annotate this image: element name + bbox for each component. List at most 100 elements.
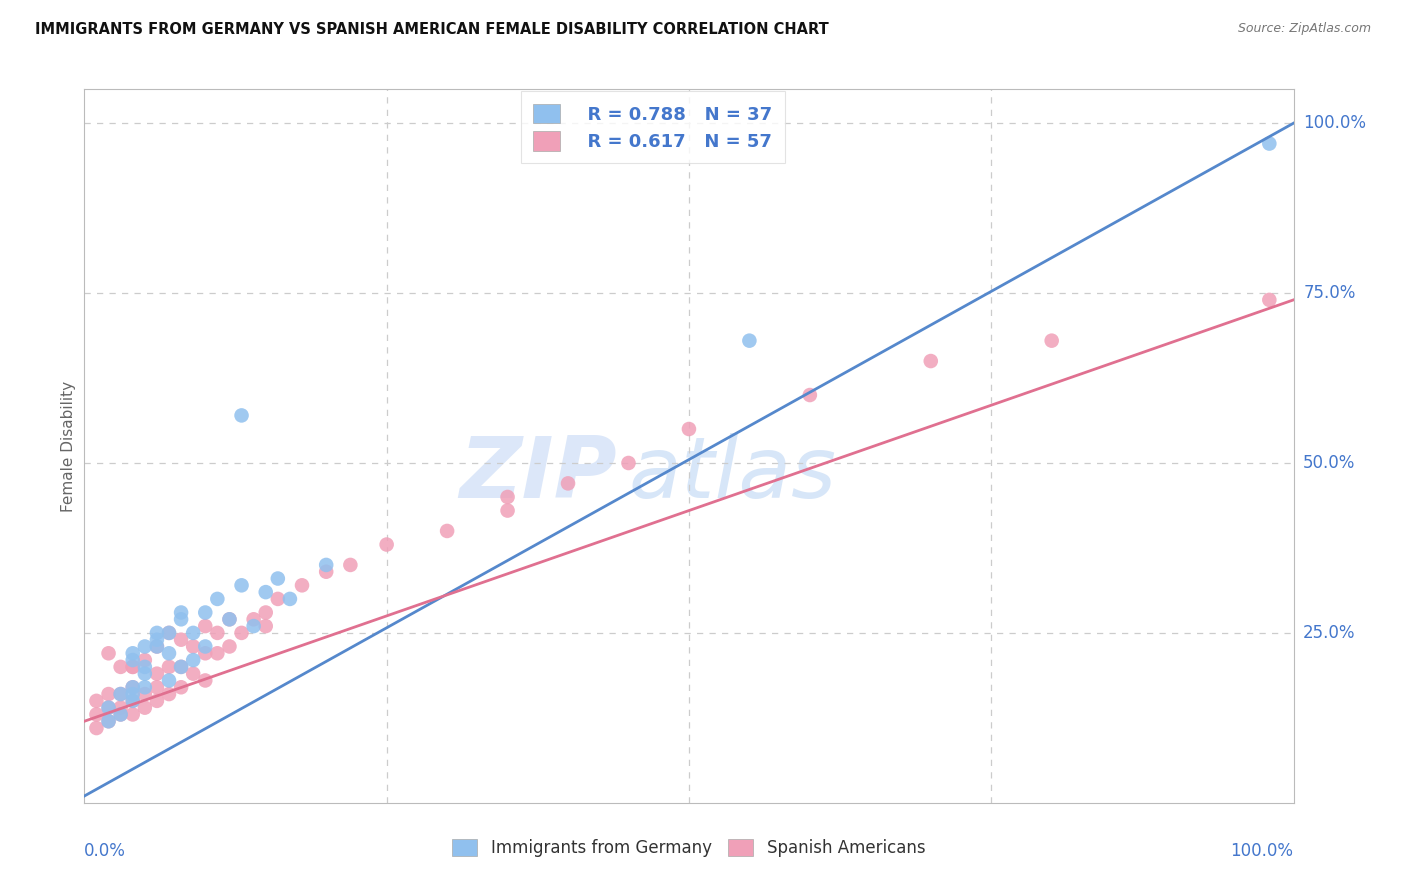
Point — [121, 694, 143, 708]
Text: IMMIGRANTS FROM GERMANY VS SPANISH AMERICAN FEMALE DISABILITY CORRELATION CHART: IMMIGRANTS FROM GERMANY VS SPANISH AMERI… — [35, 22, 830, 37]
Point — [146, 632, 169, 647]
Point — [194, 640, 217, 654]
Point — [218, 612, 240, 626]
Point — [146, 640, 169, 654]
Point — [496, 503, 519, 517]
Point — [121, 660, 143, 674]
Point — [157, 660, 180, 674]
Point — [242, 619, 264, 633]
Text: 100.0%: 100.0% — [1303, 114, 1367, 132]
Point — [617, 456, 640, 470]
Point — [157, 646, 180, 660]
Point — [146, 640, 169, 654]
Point — [110, 660, 132, 674]
Point — [436, 524, 458, 538]
Point — [207, 626, 229, 640]
Point — [170, 612, 193, 626]
Point — [97, 700, 120, 714]
Point — [267, 591, 290, 606]
Point — [157, 626, 180, 640]
Point — [146, 626, 169, 640]
Point — [181, 626, 204, 640]
Point — [97, 714, 120, 729]
Text: 25.0%: 25.0% — [1303, 624, 1355, 642]
Point — [315, 565, 337, 579]
Point — [254, 585, 277, 599]
Text: ZIP: ZIP — [458, 433, 616, 516]
Point — [97, 646, 120, 660]
Point — [134, 653, 156, 667]
Point — [134, 640, 156, 654]
Point — [315, 558, 337, 572]
Point — [496, 490, 519, 504]
Point — [231, 409, 253, 423]
Point — [170, 660, 193, 674]
Point — [97, 714, 120, 729]
Point — [231, 578, 253, 592]
Point — [194, 673, 217, 688]
Point — [110, 687, 132, 701]
Point — [181, 666, 204, 681]
Point — [1258, 293, 1281, 307]
Point — [121, 680, 143, 694]
Point — [738, 334, 761, 348]
Point — [218, 612, 240, 626]
Point — [207, 646, 229, 660]
Point — [157, 687, 180, 701]
Point — [110, 707, 132, 722]
Point — [194, 606, 217, 620]
Text: atlas: atlas — [628, 433, 837, 516]
Point — [134, 660, 156, 674]
Point — [157, 626, 180, 640]
Point — [134, 666, 156, 681]
Point — [170, 680, 193, 694]
Point — [231, 626, 253, 640]
Point — [181, 640, 204, 654]
Point — [86, 707, 108, 722]
Point — [799, 388, 821, 402]
Point — [170, 606, 193, 620]
Point — [218, 640, 240, 654]
Point — [146, 680, 169, 694]
Text: 0.0%: 0.0% — [84, 842, 127, 860]
Legend: Immigrants from Germany, Spanish Americans: Immigrants from Germany, Spanish America… — [444, 831, 934, 866]
Point — [678, 422, 700, 436]
Point — [170, 632, 193, 647]
Point — [121, 687, 143, 701]
Point — [134, 700, 156, 714]
Text: 75.0%: 75.0% — [1303, 284, 1355, 302]
Text: 50.0%: 50.0% — [1303, 454, 1355, 472]
Point — [254, 606, 277, 620]
Point — [134, 680, 156, 694]
Point — [97, 700, 120, 714]
Y-axis label: Female Disability: Female Disability — [60, 380, 76, 512]
Point — [97, 687, 120, 701]
Point — [291, 578, 314, 592]
Point — [267, 572, 290, 586]
Point — [278, 591, 301, 606]
Point — [157, 673, 180, 688]
Point — [557, 476, 579, 491]
Point — [110, 687, 132, 701]
Point — [242, 612, 264, 626]
Point — [121, 653, 143, 667]
Point — [207, 591, 229, 606]
Point — [375, 537, 398, 551]
Point — [110, 700, 132, 714]
Point — [86, 721, 108, 735]
Point — [134, 687, 156, 701]
Point — [254, 619, 277, 633]
Point — [339, 558, 361, 572]
Point — [146, 666, 169, 681]
Point — [121, 694, 143, 708]
Text: Source: ZipAtlas.com: Source: ZipAtlas.com — [1237, 22, 1371, 36]
Point — [1258, 136, 1281, 151]
Point — [1040, 334, 1063, 348]
Point — [86, 694, 108, 708]
Point — [146, 694, 169, 708]
Point — [194, 646, 217, 660]
Point — [170, 660, 193, 674]
Point — [920, 354, 942, 368]
Point — [121, 680, 143, 694]
Point — [121, 646, 143, 660]
